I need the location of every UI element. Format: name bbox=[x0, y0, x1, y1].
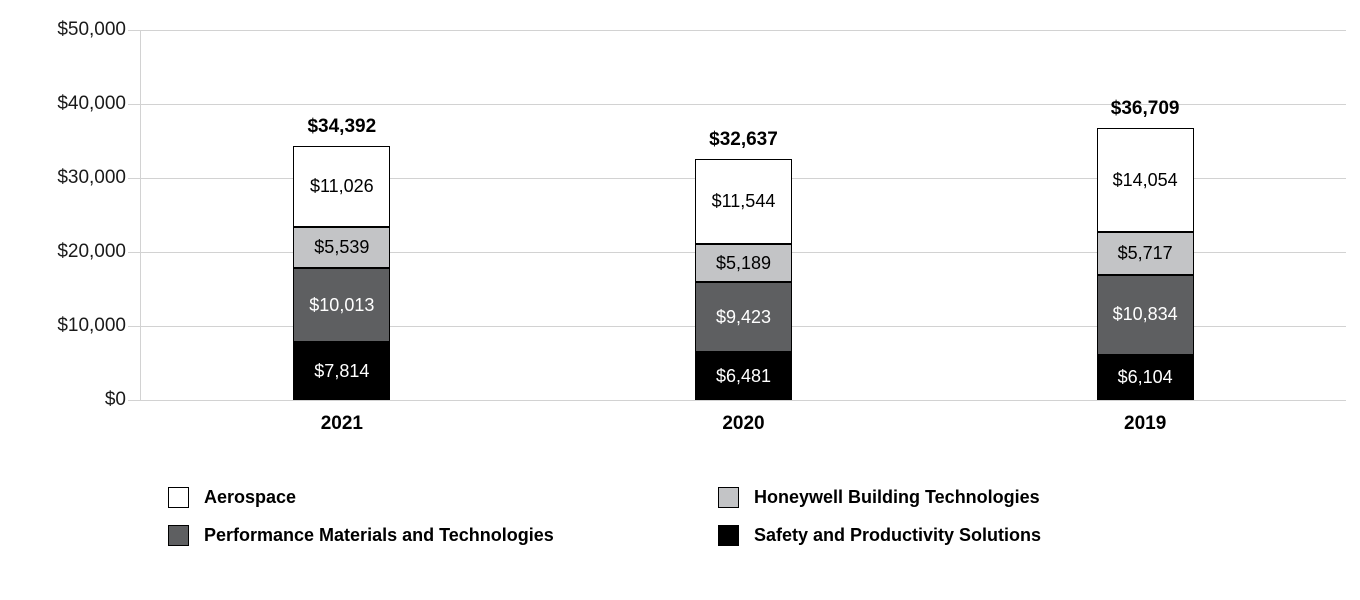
x-axis-label: 2021 bbox=[320, 413, 363, 434]
bar: $11,544 $5,189 $9,423 $6,481 bbox=[694, 158, 792, 400]
bar-segment-safety-and-productivity-solutions: $7,814 bbox=[293, 342, 391, 400]
legend-item-aerospace: Aerospace bbox=[168, 487, 718, 508]
bar-column: $34,392 $11,026 $5,539 $10,013 $7,814 2021 bbox=[293, 30, 391, 434]
bar-segment-safety-and-productivity-solutions: $6,481 bbox=[694, 352, 792, 400]
bar-segment-aerospace: $14,054 bbox=[1096, 128, 1194, 233]
legend: Aerospace Honeywell Building Technologies… bbox=[168, 487, 1041, 546]
bar-total-label: $32,637 bbox=[709, 128, 778, 150]
bar-segment-honeywell-building-technologies: $5,717 bbox=[1096, 232, 1194, 275]
y-axis: $0 $10,000 $20,000 $30,000 $40,000 $50,000 bbox=[0, 0, 126, 460]
legend-item-safety-and-productivity-solutions: Safety and Productivity Solutions bbox=[718, 525, 1041, 546]
y-axis-label: $50,000 bbox=[57, 19, 126, 40]
bar: $14,054 $5,717 $10,834 $6,104 bbox=[1096, 128, 1194, 400]
gridline bbox=[128, 104, 1346, 105]
bar-groups: $34,392 $11,026 $5,539 $10,013 $7,814 2021 $32… bbox=[141, 30, 1346, 434]
bar: $11,026 $5,539 $10,013 $7,814 bbox=[293, 145, 391, 400]
gridline bbox=[128, 30, 1346, 31]
bar-column: $36,709 $14,054 $5,717 $10,834 $6,104 2019 bbox=[1096, 30, 1194, 434]
bar-segment-performance-materials-and-technologies: $10,013 bbox=[293, 268, 391, 343]
bar-segment-safety-and-productivity-solutions: $6,104 bbox=[1096, 354, 1194, 400]
bar-column: $32,637 $11,544 $5,189 $9,423 $6,481 2020 bbox=[694, 30, 792, 434]
y-axis-label: $30,000 bbox=[57, 167, 126, 188]
x-axis-label: 2019 bbox=[1124, 413, 1167, 434]
legend-swatch bbox=[168, 487, 189, 508]
legend-item-label: Performance Materials and Technologies bbox=[204, 525, 554, 545]
bar-segment-honeywell-building-technologies: $5,539 bbox=[293, 227, 391, 269]
gridline bbox=[128, 400, 1346, 401]
y-axis-label: $40,000 bbox=[57, 93, 126, 114]
legend-swatch bbox=[718, 525, 739, 546]
bar-segment-aerospace: $11,026 bbox=[293, 145, 391, 228]
legend-item-honeywell-building-technologies: Honeywell Building Technologies bbox=[718, 487, 1041, 508]
y-axis-label: $0 bbox=[104, 389, 126, 410]
bar-total-label: $34,392 bbox=[307, 115, 377, 137]
legend-item-label: Honeywell Building Technologies bbox=[754, 487, 1040, 507]
y-axis-label: $10,000 bbox=[57, 315, 126, 336]
bar-total-label: $36,709 bbox=[1110, 98, 1180, 120]
plot-area: $34,392 $11,026 $5,539 $10,013 $7,814 2021 $32… bbox=[128, 30, 1346, 434]
bar-segment-aerospace: $11,544 bbox=[694, 158, 792, 244]
legend-swatch bbox=[168, 525, 189, 546]
bar-segment-performance-materials-and-technologies: $10,834 bbox=[1096, 274, 1194, 355]
stacked-bar-chart: $0 $10,000 $20,000 $30,000 $40,000 $50,000 $3… bbox=[0, 0, 1346, 460]
legend-item-label: Aerospace bbox=[204, 487, 297, 507]
legend-item-label: Safety and Productivity Solutions bbox=[754, 525, 1042, 545]
legend-swatch bbox=[718, 487, 739, 508]
bar-segment-performance-materials-and-technologies: $9,423 bbox=[694, 282, 792, 353]
x-axis-label: 2020 bbox=[722, 413, 765, 434]
legend-item-performance-materials-and-technologies: Performance Materials and Technologies bbox=[168, 525, 718, 546]
y-axis-label: $20,000 bbox=[57, 241, 126, 262]
bar-segment-honeywell-building-technologies: $5,189 bbox=[694, 243, 792, 283]
